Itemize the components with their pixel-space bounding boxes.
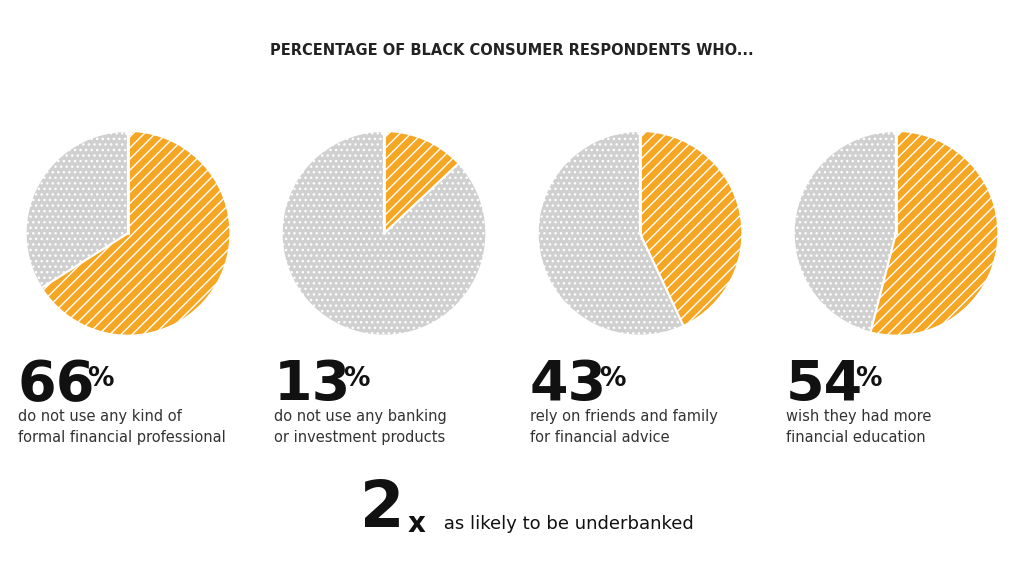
Text: 43: 43 bbox=[530, 358, 607, 412]
Text: do not use any kind of
formal financial professional: do not use any kind of formal financial … bbox=[18, 409, 225, 445]
Text: %: % bbox=[87, 366, 114, 392]
Text: x: x bbox=[408, 510, 425, 538]
Text: %: % bbox=[855, 366, 882, 392]
Text: 66: 66 bbox=[18, 358, 95, 412]
Text: %: % bbox=[599, 366, 626, 392]
Wedge shape bbox=[282, 131, 486, 336]
Wedge shape bbox=[870, 131, 998, 336]
Text: 2: 2 bbox=[360, 478, 404, 540]
Text: as likely to be underbanked: as likely to be underbanked bbox=[438, 515, 694, 533]
Text: 13: 13 bbox=[274, 358, 351, 412]
Wedge shape bbox=[794, 131, 896, 332]
Text: do not use any banking
or investment products: do not use any banking or investment pro… bbox=[274, 409, 446, 445]
Wedge shape bbox=[384, 131, 459, 233]
Wedge shape bbox=[26, 131, 128, 288]
Wedge shape bbox=[42, 131, 230, 336]
Wedge shape bbox=[538, 131, 684, 336]
Text: 54: 54 bbox=[786, 358, 863, 412]
Text: wish they had more
financial education: wish they had more financial education bbox=[786, 409, 931, 445]
Text: rely on friends and family
for financial advice: rely on friends and family for financial… bbox=[530, 409, 718, 445]
Wedge shape bbox=[640, 131, 742, 326]
Text: PERCENTAGE OF BLACK CONSUMER RESPONDENTS WHO...: PERCENTAGE OF BLACK CONSUMER RESPONDENTS… bbox=[270, 43, 754, 59]
Text: %: % bbox=[343, 366, 370, 392]
